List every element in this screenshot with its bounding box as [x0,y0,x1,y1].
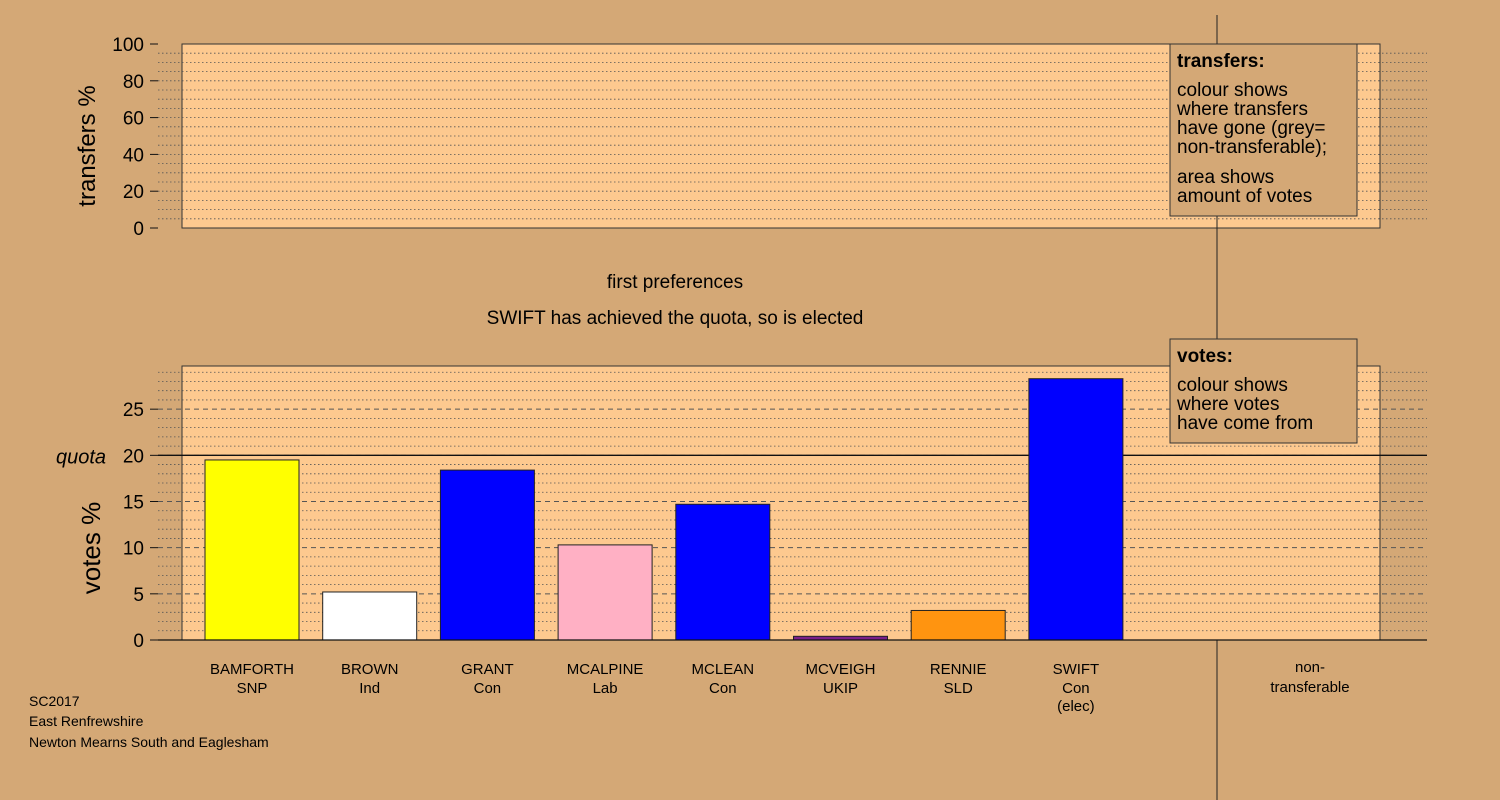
bar-mcalpine [557,544,653,641]
caption-election: SC2017 [29,693,80,709]
votes-tick-label: 5 [133,585,144,606]
caption-ward: Newton Mearns South and Eaglesham [29,734,269,750]
transfers-legend-heading: transfers: [1177,51,1265,72]
candidate-name-label: GRANT [461,661,514,678]
non-transferable-label-line1: non- [1295,659,1325,676]
transfers-tick-label: 60 [123,109,144,130]
transfers-tick-label: 40 [123,145,144,166]
votes-legend-heading: votes: [1177,346,1233,367]
candidate-name-label: BAMFORTH [210,661,294,678]
candidate-name-label: RENNIE [930,661,987,678]
candidate-party-label: SNP [237,680,268,697]
candidate-party-label: Con [709,680,737,697]
bar-bamforth [204,459,300,641]
candidate-name-label: MCVEIGH [805,661,875,678]
candidate-status-label: (elec) [1057,698,1095,715]
votes-tick-label: 25 [123,400,144,421]
votes-tick-label: 20 [123,446,144,467]
vote-bars [204,378,1124,641]
votes-tick-label: 0 [133,631,144,652]
transfers-legend-line: amount of votes [1177,186,1312,207]
votes-tick-label: 15 [123,493,144,514]
votes-panel: 0 5 10 15 20 25 quota BAMFORTH SNP BROWN Ind GRAN… [56,365,1427,715]
transfers-legend-line: where transfers [1176,99,1308,120]
candidate-party-label: Con [474,680,502,697]
votes-legend-line: colour shows [1177,375,1288,396]
votes-legend-line: where votes [1176,394,1279,415]
candidate-name-label: SWIFT [1053,661,1100,678]
votes-legend-line: have come from [1177,413,1313,434]
candidate-name-label: MCALPINE [567,661,644,678]
transfers-tick-label: 80 [123,72,144,93]
transfers-legend-line: area shows [1177,167,1274,188]
candidate-party-label: UKIP [823,680,858,697]
votes-legend-box [1169,338,1358,444]
candidate-party-label: SLD [944,680,973,697]
candidate-name-label: MCLEAN [692,661,755,678]
transfers-tick-label: 0 [133,219,144,240]
bar-brown [322,591,418,641]
transfers-legend-line: have gone (grey= [1177,118,1325,139]
transfers-legend: transfers: colour shows where transfers … [1169,43,1358,217]
candidate-labels: BAMFORTH SNP BROWN Ind GRANT Con MCALPINE Lab MC… [210,661,1099,715]
bar-grant [439,469,535,641]
candidate-party-label: Ind [359,680,380,697]
bar-rennie [910,609,1006,641]
transfers-y-axis-label: transfers % [74,85,101,206]
votes-legend: votes: colour shows where votes have com… [1169,338,1358,444]
bar-swift [1028,378,1124,641]
votes-y-ticks: 0 5 10 15 20 25 [123,400,158,652]
caption-council: East Renfrewshire [29,713,144,729]
votes-tick-label: 10 [123,539,144,560]
votes-y-axis-label: votes % [76,502,106,595]
non-transferable-label-line2: transferable [1270,679,1349,696]
election-caption: SC2017 East Renfrewshire Newton Mearns S… [29,693,269,750]
transfers-tick-label: 20 [123,182,144,203]
stage-title: first preferences [607,272,743,293]
transfers-legend-box [1169,43,1358,217]
transfers-tick-label: 100 [112,35,144,56]
quota-label: quota [56,446,106,468]
status-title: SWIFT has achieved the quota, so is elec… [487,308,864,329]
transfers-legend-line: colour shows [1177,80,1288,101]
transfers-y-ticks: 0 20 40 60 80 100 [112,35,158,240]
transfers-legend-line: non-transferable); [1177,137,1327,158]
candidate-party-label: Con [1062,680,1090,697]
bar-mclean [675,503,771,641]
candidate-name-label: BROWN [341,661,399,678]
candidate-party-label: Lab [593,680,618,697]
